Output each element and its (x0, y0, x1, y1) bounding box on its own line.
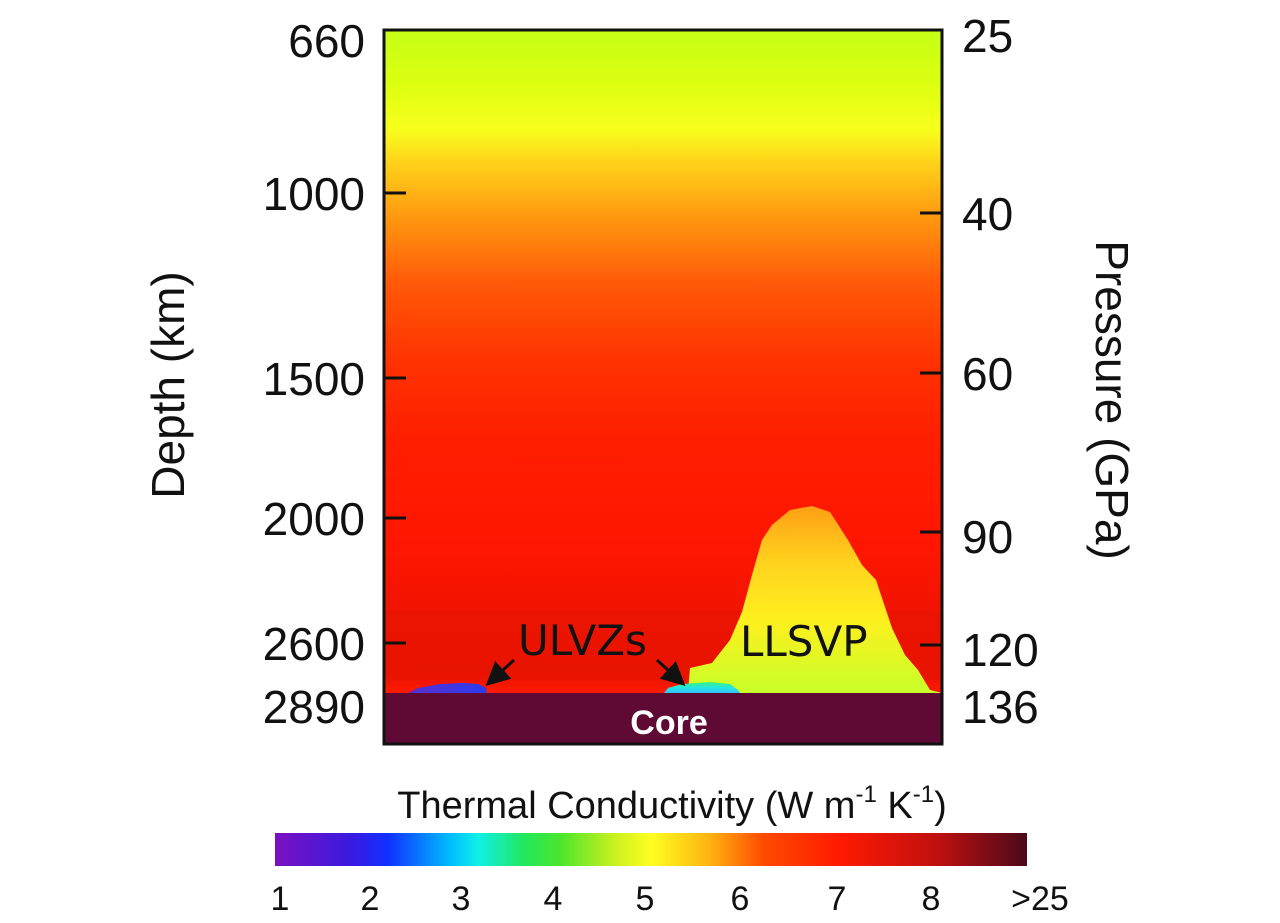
colorbar-tick-label: 8 (922, 880, 941, 918)
pressure-axis-title: Pressure (GPa) (1086, 240, 1138, 560)
colorbar-ticks: 1 2 3 4 5 6 7 8 >25 (271, 880, 1069, 918)
depth-tick-label: 2890 (263, 681, 365, 733)
colorbar-tick-label: 2 (361, 880, 380, 918)
depth-axis: 660 1000 1500 2000 2600 2890 (263, 15, 406, 733)
core-label: Core (630, 704, 707, 742)
colorbar-tick-label: 1 (271, 880, 290, 918)
colorbar-tick-label: 4 (544, 880, 563, 918)
colorbar-title-mid: K (877, 785, 913, 827)
colorbar-tick-label: >25 (1011, 880, 1069, 918)
colorbar-title-exp2: -1 (913, 781, 934, 808)
ulvz-right-arrow (655, 658, 686, 687)
ulvz-left-shape (408, 683, 487, 693)
pressure-tick-label: 136 (962, 681, 1039, 733)
depth-tick-label: 660 (288, 15, 365, 67)
colorbar-tick-label: 6 (731, 880, 750, 918)
ulvz-left-arrow (485, 658, 516, 687)
colorbar-title-suffix: ) (934, 785, 947, 827)
colorbar-tick-label: 7 (828, 880, 847, 918)
colorbar-tick-label: 3 (452, 880, 471, 918)
ulvzs-label: ULVZs (518, 616, 647, 665)
pressure-axis: 25 40 60 90 120 136 (920, 10, 1039, 733)
depth-axis-title: Depth (km) (142, 271, 194, 498)
depth-tick-label: 2600 (263, 618, 365, 670)
pressure-tick-label: 60 (962, 348, 1013, 400)
depth-tick-label: 2000 (263, 493, 365, 545)
depth-tick-label: 1000 (263, 168, 365, 220)
colorbar-title: Thermal Conductivity (W m-1 K-1) (397, 781, 946, 827)
pressure-tick-label: 25 (962, 10, 1013, 62)
pressure-tick-label: 90 (962, 511, 1013, 563)
pressure-tick-label: 120 (962, 624, 1039, 676)
llsvp-label: LLSVP (740, 617, 868, 666)
core-region (384, 693, 942, 744)
colorbar-tick-label: 5 (636, 880, 655, 918)
colorbar-gradient (275, 833, 1027, 866)
llsvp-shape (688, 506, 942, 693)
depth-tick-label: 1500 (263, 353, 365, 405)
colorbar-title-prefix: Thermal Conductivity (W m (397, 785, 855, 827)
pressure-tick-label: 40 (962, 188, 1013, 240)
colorbar-title-exp1: -1 (855, 781, 876, 808)
plot-frame (382, 28, 944, 746)
